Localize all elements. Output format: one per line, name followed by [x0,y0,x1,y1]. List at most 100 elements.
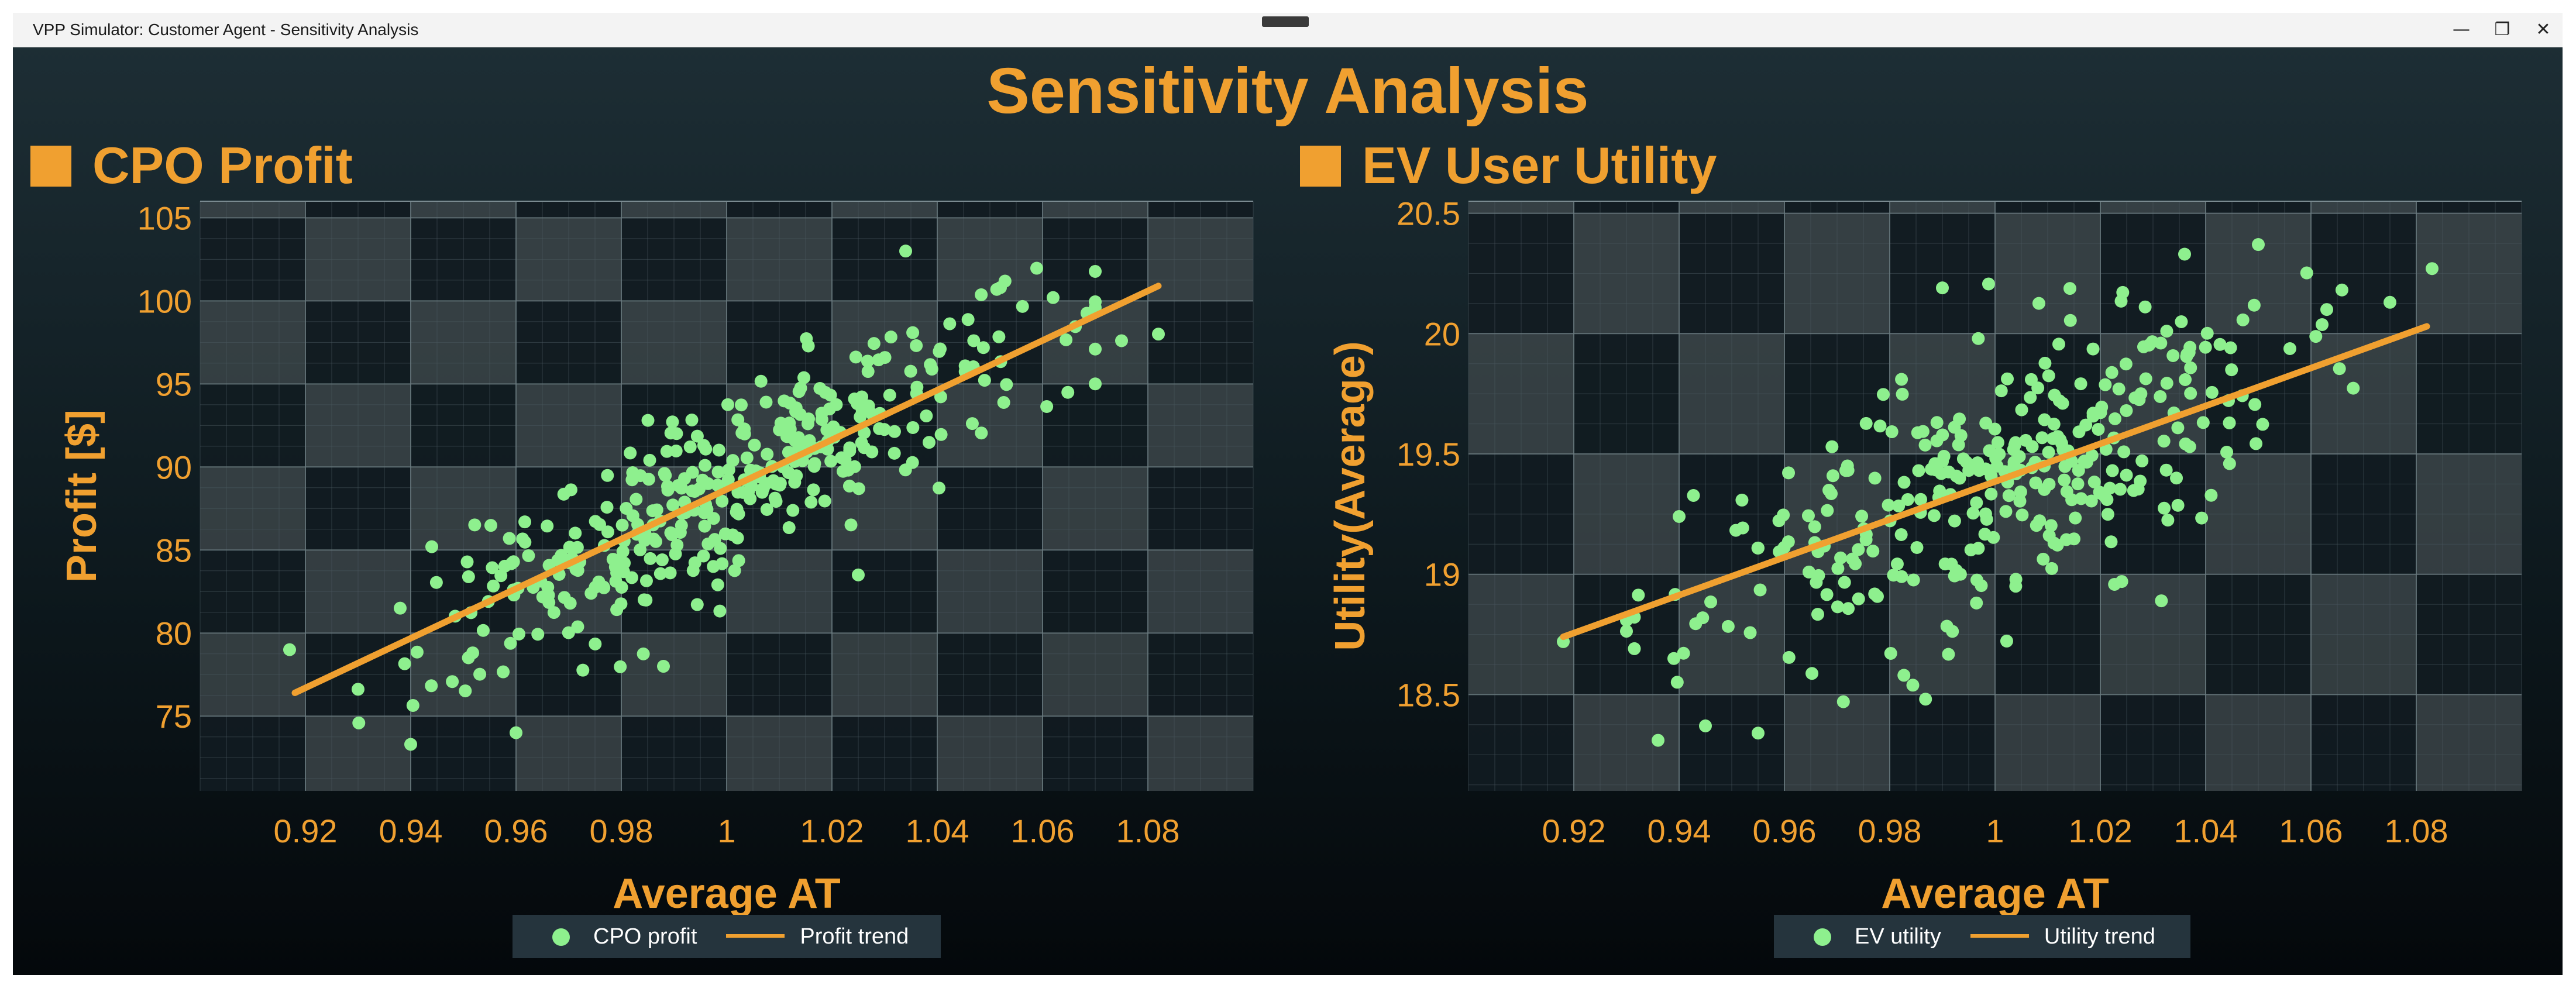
cpo-profit-data-point [718,527,732,541]
cpo-profit-data-point [708,533,721,546]
ev-utility-data-point [1956,452,1970,466]
close-button[interactable]: ✕ [2536,19,2551,40]
ev-utility-data-point [1782,650,1796,664]
trend-line-icon [1970,934,2029,938]
cpo-profit-data-point [518,515,532,529]
ev-utility-data-point [2184,361,2197,374]
cpo-profit-data-point [861,354,874,368]
cpo-profit-data-point [686,466,699,479]
cpo-profit-data-point [732,554,745,567]
ev-utility-data-point [1985,487,1998,501]
ev-utility-data-point [1892,499,1906,512]
ev-utility-major-grid [1468,201,2522,791]
cpo-profit-data-point [1040,400,1054,414]
ev-utility-data-point [2205,385,2219,399]
cpo-profit-data-point [473,667,487,681]
ev-utility-data-point [2135,454,2149,467]
cpo-profit-data-point [730,505,743,519]
legend-cpo-profit: CPO profit [593,924,697,949]
minimize-button[interactable]: — [2453,19,2470,40]
ev-utility-data-point [2042,477,2056,491]
cpo-profit-data-point [782,521,796,535]
cpo-profit-data-point [786,504,800,517]
title-bar[interactable]: VPP Simulator: Customer Agent - Sensitiv… [13,13,2563,47]
ev-utility-data-point [2054,433,2067,446]
ev-utility-data-point [1897,669,1911,682]
ev-utility-data-point [2007,459,2021,473]
cpo-profit-data-point [726,454,740,467]
ev-utility-data-point [2236,313,2250,326]
ev-utility-data-point [2035,431,2049,445]
cpo-profit-data-point [793,408,807,421]
ev-utility-data-point [1882,498,1895,512]
cpo-profit-data-point [699,459,712,472]
ev-utility-data-point [2160,325,2173,338]
cpo-profit-y-tick-label: 85 [156,532,192,569]
cpo-profit-data-point [773,478,786,492]
ev-utility-data-point [2106,464,2119,477]
cpo-profit-data-point [852,568,865,581]
ev-utility-y-tick-label: 19.5 [1397,436,1460,473]
cpo-profit-data-point [861,365,875,378]
cpo-profit-data-point [824,455,838,468]
ev-utility-data-point [2256,418,2269,431]
ev-utility-data-point [1673,510,1686,523]
ev-utility-data-point [2016,508,2029,522]
cpo-profit-data-point [637,647,650,660]
ev-utility-data-point [2252,238,2265,252]
cpo-profit-data-point [669,445,683,458]
ev-utility-data-point [2199,340,2212,354]
ev-utility-data-point [1852,543,1865,556]
ev-utility-data-point [2138,300,2152,314]
ev-utility-data-point [2335,283,2348,297]
ev-utility-data-point [2079,418,2093,432]
cpo-profit-data-point [697,439,710,452]
ev-utility-data-point [1901,493,1914,506]
ev-utility-data-point [2033,514,2047,528]
ev-utility-data-point [1962,464,1976,477]
ev-utility-scatter-points [1557,238,2439,747]
cpo-profit-data-point [625,571,638,584]
ev-utility-data-point [1772,514,1786,528]
cpo-profit-data-point [641,414,655,427]
ev-utility-data-point [1954,429,1968,442]
ev-utility-data-point [2166,349,2180,362]
ev-utility-data-point [2182,346,2196,359]
ev-utility-data-point [1906,679,1920,692]
ev-utility-data-point [2119,357,2133,371]
cpo-profit-data-point [888,446,901,460]
cpo-profit-data-point [601,525,614,539]
cpo-profit-data-point [649,535,662,548]
cpo-profit-data-point [634,543,647,556]
ev-utility-data-point [1687,488,1700,502]
cpo-profit-data-point [712,443,725,457]
cpo-profit-data-point [657,660,670,673]
ev-utility-data-point [1873,419,1887,433]
ev-utility-data-point [1805,667,1819,680]
cpo-profit-data-point [601,469,614,482]
cpo-profit-data-point [646,504,659,518]
section-square-icon [1300,146,1341,187]
cpo-profit-data-point [505,557,518,570]
cpo-profit-data-point [625,473,639,487]
cpo-profit-data-point [484,519,497,532]
restore-button[interactable]: ❐ [2494,19,2510,40]
ev-utility-data-point [1821,504,1834,517]
cpo-profit-data-point [663,566,677,580]
ev-utility-data-point [2038,413,2051,426]
cpo-profit-chart: 0.92 0.94 0.96 0.98 1 1.02 1.04 1.06 1.08 75 80 85 9… [59,195,2522,917]
drag-handle[interactable] [1262,16,1309,27]
cpo-profit-data-point [888,425,901,438]
cpo-profit-data-point [462,651,475,665]
ev-utility-data-point [2086,409,2100,423]
ev-utility-data-point [2333,362,2346,376]
ev-utility-data-point [1782,466,1796,480]
ev-utility-data-point [2248,398,2262,411]
ev-utility-data-point [2002,489,2016,502]
ev-utility-data-point [1948,514,1961,528]
ev-utility-x-tick-label: 1 [1986,813,2004,849]
cpo-profit-data-point [666,415,679,429]
ev-utility-data-point [2101,508,2114,521]
ev-utility-data-point [1970,596,1983,610]
cpo-profit-data-point [1060,333,1073,346]
